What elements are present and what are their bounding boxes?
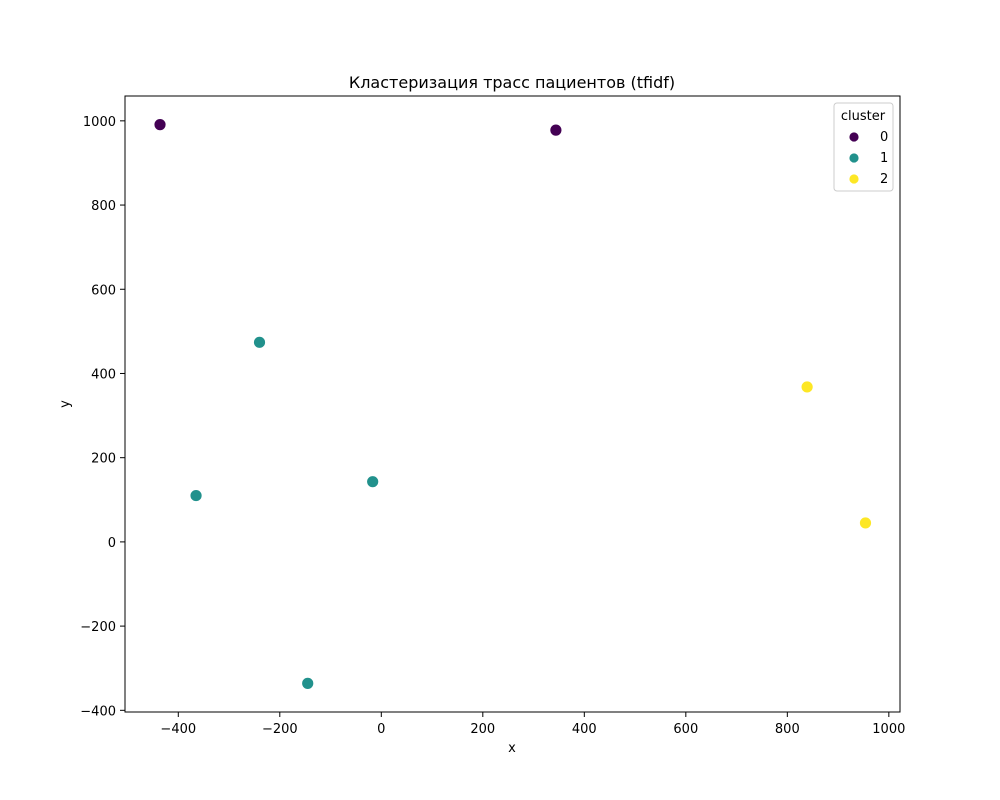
y-tick-label: 400	[91, 367, 116, 382]
x-tick-label: 200	[470, 722, 495, 737]
y-tick-label: 0	[108, 536, 116, 551]
y-tick-label: 800	[91, 199, 116, 214]
data-point-cluster-1	[189, 489, 203, 502]
legend-label: 1	[880, 151, 888, 166]
chart-title: Кластеризация трасс пациентов (tfidf)	[349, 73, 675, 92]
legend-entries: 0 1 2	[848, 130, 888, 187]
plot-area	[153, 118, 872, 690]
legend-marker	[848, 131, 860, 143]
y-tick-label: 1000	[83, 115, 116, 130]
legend: cluster 0 1 2	[833, 102, 894, 192]
data-point-cluster-1	[366, 475, 380, 489]
legend-label: 0	[880, 130, 888, 145]
y-tick-label: −200	[80, 620, 116, 635]
legend-marker	[848, 152, 860, 164]
y-tick-label: −400	[80, 704, 116, 719]
x-tick-label: 600	[673, 722, 698, 737]
data-point-cluster-0	[153, 118, 167, 132]
y-axis-label: y	[58, 400, 73, 408]
data-point-cluster-2	[859, 516, 872, 530]
x-tick-label: 0	[377, 722, 385, 737]
data-point-cluster-2	[800, 380, 814, 394]
legend-marker	[848, 173, 860, 185]
legend-title: cluster	[841, 109, 886, 124]
y-tick-label: 600	[91, 283, 116, 298]
x-tick-label: 800	[775, 722, 800, 737]
x-tick-label: −200	[262, 722, 298, 737]
legend-box	[833, 102, 894, 192]
data-point-cluster-0	[549, 123, 563, 137]
y-tick-label: 200	[91, 452, 116, 467]
x-tick-label: −400	[160, 722, 196, 737]
legend-label: 2	[880, 172, 888, 187]
y-axis-ticks: −400 −200 0 200 400 600 800 1000	[80, 115, 125, 719]
x-tick-label: 1000	[872, 722, 905, 737]
data-point-cluster-1	[253, 335, 266, 349]
data-point-cluster-1	[301, 676, 315, 690]
plot-frame	[124, 95, 901, 713]
x-axis-label: x	[508, 741, 516, 756]
x-axis-ticks: −400 −200 0 200 400 600 800 1000	[160, 712, 905, 737]
x-tick-label: 400	[572, 722, 597, 737]
